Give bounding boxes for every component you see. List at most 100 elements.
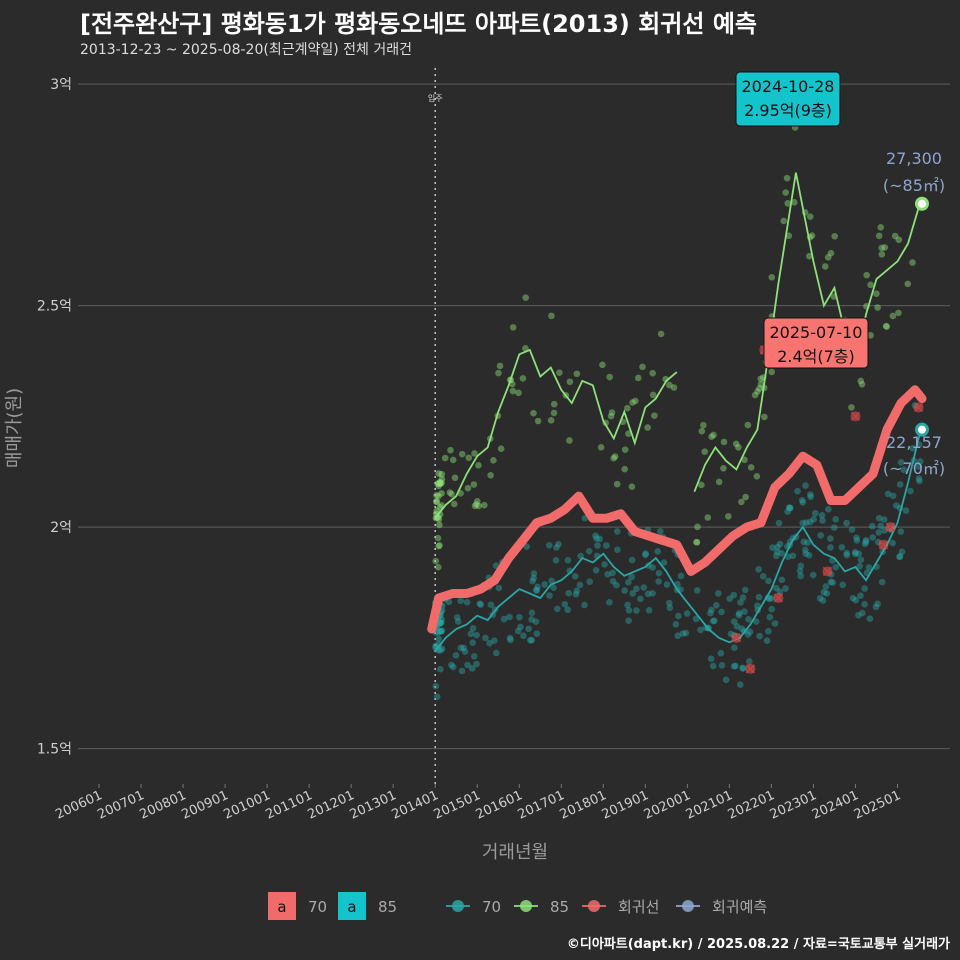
dot-70 xyxy=(675,612,682,620)
dot-70 xyxy=(683,610,691,617)
dot-70 xyxy=(778,550,785,557)
x-tick-label: 200701 xyxy=(95,788,146,823)
dot-70 xyxy=(572,590,580,598)
dot-70 xyxy=(869,534,877,541)
end-point-70 xyxy=(914,422,929,437)
dot-85 xyxy=(450,500,458,508)
dot-85 xyxy=(480,501,488,509)
dot-85 xyxy=(831,232,838,240)
dot-70 xyxy=(592,566,600,574)
dot-85 xyxy=(607,412,615,420)
dot-70 xyxy=(708,606,715,614)
dot-70 xyxy=(461,648,469,655)
dot-70 xyxy=(862,536,870,544)
dot-70 xyxy=(889,492,897,500)
dot-70 xyxy=(911,402,919,409)
dot-70 xyxy=(786,504,794,512)
dot-70 xyxy=(819,597,827,604)
dot-85 xyxy=(566,437,573,444)
dot-70 xyxy=(829,579,837,586)
dot-85 xyxy=(738,498,745,506)
dot-85 xyxy=(780,217,788,225)
y-tick-label: 1.5억 xyxy=(37,742,72,758)
dot-70 xyxy=(768,594,775,602)
dot-85 xyxy=(597,444,605,451)
dot-70 xyxy=(565,589,572,597)
dot-70 xyxy=(807,491,814,498)
dot-70 xyxy=(849,594,857,602)
dot-70 xyxy=(527,636,534,644)
x-tick-label: 201801 xyxy=(558,788,609,823)
dot-70 xyxy=(532,618,540,625)
dot-85 xyxy=(747,464,755,471)
dot-70 xyxy=(602,542,610,549)
dot-85 xyxy=(694,523,701,531)
dot-70 xyxy=(640,584,648,591)
dot-70 xyxy=(736,681,744,688)
dot-70 xyxy=(893,502,900,509)
dot-70 xyxy=(802,519,810,526)
dot-70 xyxy=(915,463,923,470)
dot-70 xyxy=(663,581,671,588)
dot-85 xyxy=(895,309,902,317)
x-tick-label: 202201 xyxy=(726,788,777,823)
dot-70 xyxy=(525,625,532,633)
dot-85 xyxy=(756,385,763,392)
dot-85 xyxy=(550,400,558,408)
dot-70 xyxy=(794,487,801,495)
dot-85 xyxy=(873,290,880,298)
dot-70 xyxy=(799,499,807,506)
dot-movein xyxy=(433,507,441,514)
dot-70 xyxy=(655,578,663,585)
dot-85 xyxy=(496,362,504,370)
dot-70 xyxy=(774,543,781,551)
dot-70 xyxy=(585,547,593,555)
dot-85 xyxy=(768,368,776,376)
dot-70 xyxy=(693,587,701,594)
dot-70 xyxy=(506,634,514,642)
dot-70 xyxy=(533,630,541,638)
dot-70 xyxy=(898,548,906,556)
dot-85 xyxy=(495,369,502,377)
dot-70 xyxy=(765,627,772,635)
x-axis-label: 거래년월 xyxy=(482,842,548,863)
dot-70 xyxy=(486,639,493,647)
dot-85 xyxy=(715,478,723,486)
dot-70 xyxy=(868,522,876,530)
dot-70 xyxy=(875,529,883,536)
dot-85 xyxy=(791,198,798,206)
legend-area-swatch-85 xyxy=(338,892,366,920)
dot-70 xyxy=(839,581,847,589)
dot-70 xyxy=(506,613,513,621)
dot-70 xyxy=(810,515,817,523)
dot-85 xyxy=(805,252,813,260)
dot-70 xyxy=(735,609,743,617)
dot-85 xyxy=(895,236,903,244)
dot-85 xyxy=(735,444,742,451)
dot-70 xyxy=(896,481,904,488)
dot-70 xyxy=(433,693,441,700)
dot-85 xyxy=(875,232,883,240)
dot-70 xyxy=(473,631,480,639)
dot-70 xyxy=(785,504,793,511)
dot-70 xyxy=(529,577,536,585)
dot-70 xyxy=(832,515,840,523)
dot-85 xyxy=(857,377,865,385)
dot-70 xyxy=(827,535,834,542)
dot-85 xyxy=(878,244,885,252)
dot-70 xyxy=(802,550,810,557)
dot-70 xyxy=(877,522,885,530)
dot-70 xyxy=(564,557,572,564)
dot-70 xyxy=(594,542,601,549)
dot-70 xyxy=(772,552,780,560)
dot-70 xyxy=(642,551,649,559)
dot-70 xyxy=(865,564,873,571)
chart-subtitle: 2013-12-23 ~ 2025-08-20(최근계약일) 전체 거래건 xyxy=(80,42,412,58)
dot-70 xyxy=(726,595,734,602)
dot-70 xyxy=(730,662,738,670)
x-tick-label: 201701 xyxy=(516,788,567,823)
dot-70 xyxy=(784,553,792,561)
dot-70 xyxy=(766,595,773,603)
dot-85 xyxy=(827,249,835,257)
dot-70 xyxy=(771,620,779,627)
